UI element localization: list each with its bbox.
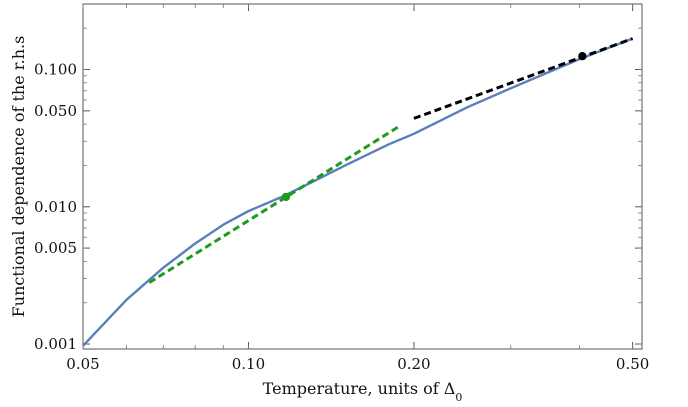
y-tick-label-5: 0.100 <box>34 60 77 78</box>
data-point-1 <box>281 192 291 202</box>
series-line-3 <box>413 37 634 120</box>
y-tick-label-4: 0.050 <box>34 102 77 120</box>
plot-layer <box>82 37 634 347</box>
series-line-1 <box>82 37 634 347</box>
data-point-2 <box>578 51 587 61</box>
y-tick-label-3: 0.010 <box>34 198 77 216</box>
x-tick-label-2: 0.10 <box>232 355 265 373</box>
series-line-2 <box>148 125 400 284</box>
y-tick-label-2: 0.005 <box>34 239 77 257</box>
x-axis-label: Temperature, units of Δ0 <box>263 379 463 404</box>
y-axis-label: Functional dependence of the r.h.s <box>9 36 28 318</box>
x-axis-label-subscript: 0 <box>455 391 462 404</box>
x-tick-label-4: 0.50 <box>616 355 649 373</box>
x-tick-label-1: 0.05 <box>66 355 99 373</box>
x-axis-label-main: Temperature, units of Δ <box>263 379 456 398</box>
y-tick-label-1: 0.001 <box>34 335 77 353</box>
x-tick-label-3: 0.20 <box>397 355 430 373</box>
tick-layer: 0.05 0.10 0.20 0.50 0.001 0.005 0.010 0.050 0.10… <box>34 4 649 373</box>
plot-frame <box>82 3 643 350</box>
